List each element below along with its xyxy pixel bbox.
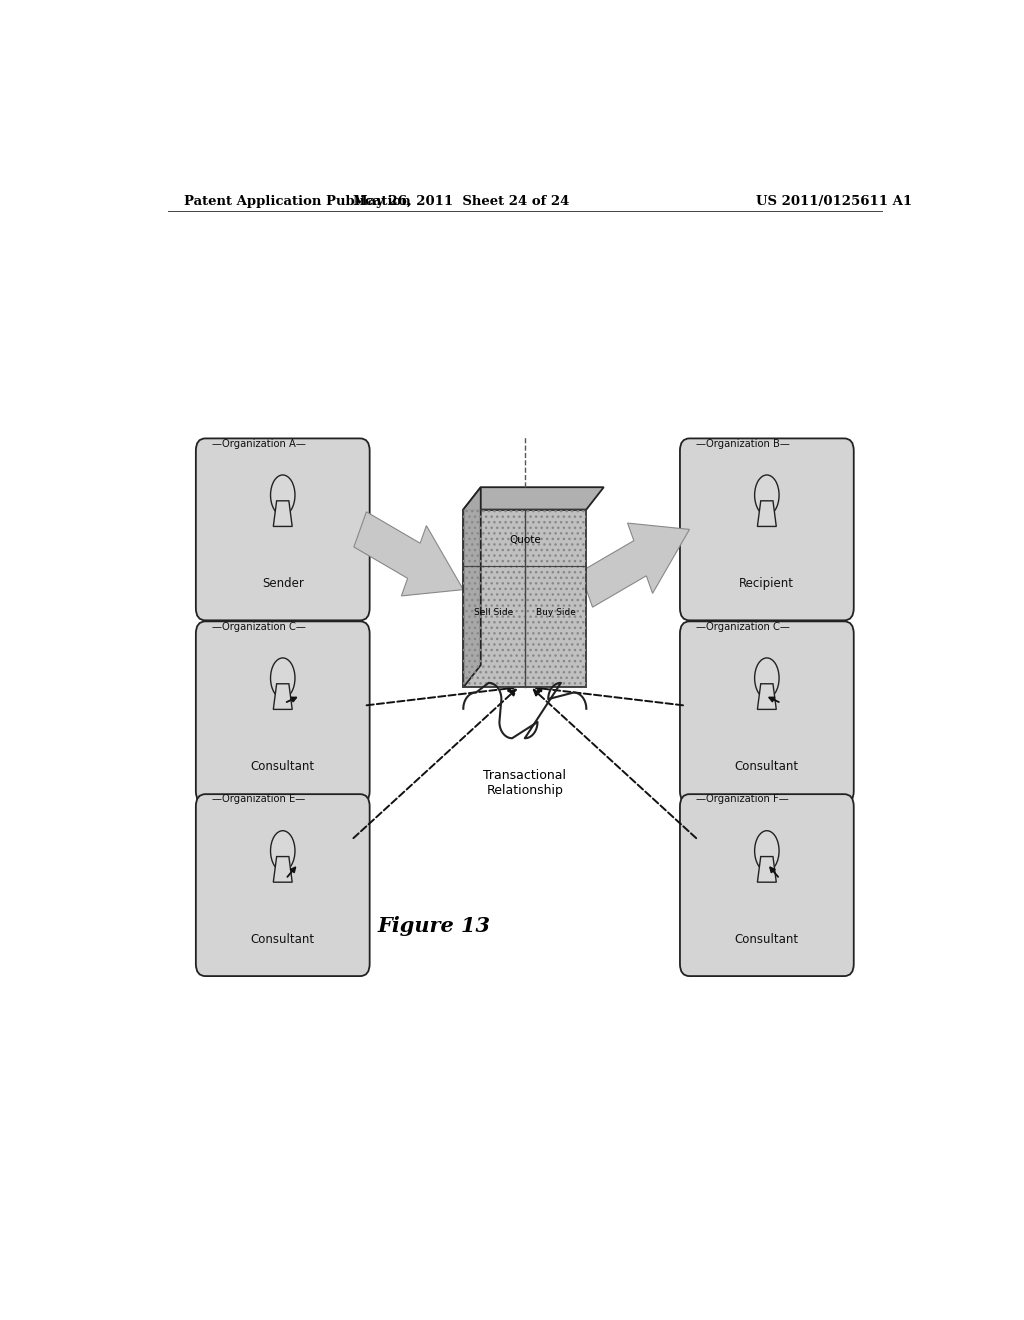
FancyBboxPatch shape: [196, 438, 370, 620]
Text: Consultant: Consultant: [735, 760, 799, 772]
Ellipse shape: [755, 830, 779, 871]
Text: —Organization B—: —Organization B—: [696, 438, 790, 449]
Polygon shape: [354, 512, 463, 595]
Ellipse shape: [270, 830, 295, 871]
Polygon shape: [273, 684, 292, 709]
Text: —Organization C—: —Organization C—: [696, 622, 790, 631]
Ellipse shape: [270, 475, 295, 515]
Text: Quote: Quote: [509, 535, 541, 545]
Text: —Organization F—: —Organization F—: [696, 795, 788, 804]
Polygon shape: [273, 500, 292, 527]
Ellipse shape: [755, 475, 779, 515]
FancyBboxPatch shape: [680, 795, 854, 975]
Text: —Organization A—: —Organization A—: [212, 438, 305, 449]
Text: US 2011/0125611 A1: US 2011/0125611 A1: [757, 194, 912, 207]
Polygon shape: [273, 857, 292, 882]
FancyBboxPatch shape: [680, 438, 854, 620]
Polygon shape: [463, 487, 480, 688]
Polygon shape: [463, 510, 587, 688]
FancyBboxPatch shape: [680, 622, 854, 804]
Text: Sell Side: Sell Side: [474, 609, 514, 618]
FancyBboxPatch shape: [196, 795, 370, 975]
FancyBboxPatch shape: [196, 622, 370, 804]
Polygon shape: [758, 684, 776, 709]
Text: Transactional
Relationship: Transactional Relationship: [483, 768, 566, 797]
Ellipse shape: [755, 657, 779, 698]
Text: Sender: Sender: [262, 577, 304, 590]
Text: Consultant: Consultant: [735, 933, 799, 945]
Text: —Organization C—: —Organization C—: [212, 622, 305, 631]
Polygon shape: [463, 487, 604, 510]
Polygon shape: [758, 857, 776, 882]
Text: Buy Side: Buy Side: [536, 609, 575, 618]
Text: Recipient: Recipient: [739, 577, 795, 590]
Ellipse shape: [270, 657, 295, 698]
Text: —Organization E—: —Organization E—: [212, 795, 305, 804]
Text: Consultant: Consultant: [251, 933, 314, 945]
Text: Figure 13: Figure 13: [377, 916, 490, 936]
Polygon shape: [758, 500, 776, 527]
Text: May 26, 2011  Sheet 24 of 24: May 26, 2011 Sheet 24 of 24: [353, 194, 569, 207]
Text: Patent Application Publication: Patent Application Publication: [183, 194, 411, 207]
Polygon shape: [580, 523, 689, 607]
Text: Consultant: Consultant: [251, 760, 314, 772]
